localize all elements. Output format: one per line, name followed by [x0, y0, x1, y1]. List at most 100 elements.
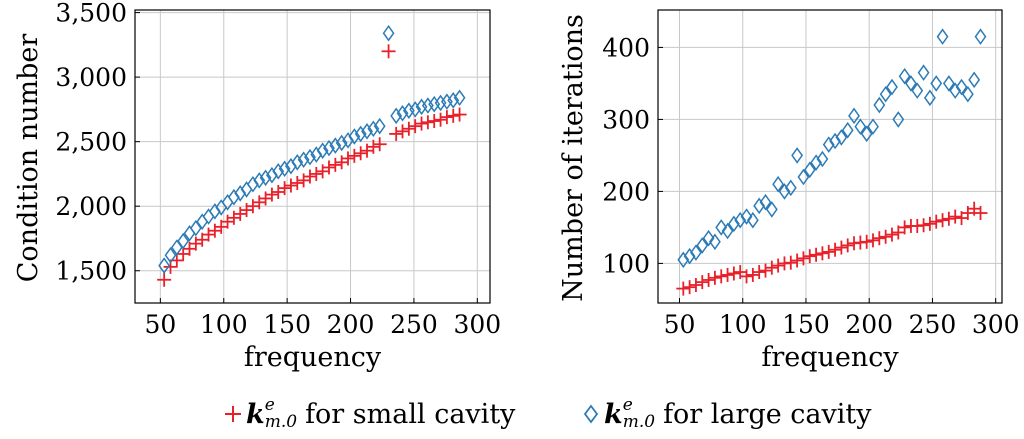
- x-tick-label-2: 150: [782, 310, 830, 339]
- point-small-12: [752, 265, 767, 280]
- point-small-19: [796, 251, 811, 266]
- point-large-23: [822, 136, 835, 153]
- point-large-44: [955, 78, 968, 96]
- point-small-24: [309, 166, 324, 181]
- point-small-16: [258, 191, 273, 206]
- point-small-32: [878, 229, 893, 244]
- point-small-34: [372, 137, 387, 152]
- point-large-7: [202, 208, 215, 225]
- point-small-35: [381, 44, 396, 59]
- point-small-4: [701, 272, 716, 287]
- point-small-30: [866, 233, 880, 248]
- point-large-1: [683, 247, 696, 265]
- plot-frame: [134, 9, 491, 304]
- x-tick-label-4: 250: [909, 310, 957, 339]
- legend-label-large: for large cavity: [663, 398, 872, 430]
- point-small-13: [758, 263, 773, 278]
- point-small-42: [941, 211, 956, 226]
- point-small-13: [239, 203, 254, 218]
- point-small-22: [296, 173, 311, 188]
- point-large-45: [447, 92, 460, 109]
- point-large-5: [189, 219, 202, 237]
- point-small-0: [676, 281, 691, 296]
- point-small-23: [821, 244, 836, 259]
- point-small-7: [720, 267, 735, 282]
- point-large-2: [690, 244, 702, 261]
- point-small-12: [233, 206, 248, 221]
- point-large-34: [373, 117, 386, 135]
- y-tick-label-1: 200: [602, 177, 650, 206]
- point-large-3: [696, 237, 709, 254]
- point-small-29: [341, 151, 355, 166]
- point-large-25: [316, 142, 329, 159]
- x-tick-label-2: 150: [263, 310, 311, 339]
- point-small-40: [929, 214, 944, 229]
- point-small-20: [283, 178, 298, 193]
- point-small-43: [948, 209, 963, 224]
- point-large-36: [905, 75, 917, 92]
- point-small-28: [334, 155, 349, 170]
- point-small-29: [859, 234, 874, 249]
- point-large-16: [259, 169, 272, 187]
- point-large-21: [291, 154, 304, 171]
- point-large-37: [396, 104, 409, 122]
- point-large-26: [323, 139, 335, 157]
- x-tick-label-3: 200: [327, 310, 375, 339]
- point-large-37: [911, 82, 924, 99]
- point-large-34: [892, 111, 905, 128]
- point-large-25: [835, 129, 848, 146]
- point-small-42: [427, 114, 442, 129]
- point-small-26: [321, 160, 336, 175]
- point-large-10: [740, 208, 753, 225]
- point-large-40: [930, 75, 943, 92]
- x-tick-label-3: 200: [845, 310, 893, 339]
- point-large-12: [753, 197, 766, 215]
- point-large-32: [361, 123, 373, 140]
- point-large-9: [734, 211, 747, 229]
- point-large-31: [873, 96, 886, 114]
- diamond-marker-icon: [583, 404, 599, 424]
- point-small-25: [315, 164, 330, 179]
- point-large-43: [434, 94, 447, 112]
- point-large-5: [708, 233, 721, 251]
- legend-subscript-2: m.0: [622, 412, 656, 432]
- point-large-15: [772, 175, 785, 193]
- point-small-1: [682, 280, 697, 295]
- x-tick-label-5: 300: [453, 310, 501, 339]
- point-small-31: [872, 231, 887, 246]
- point-large-7: [721, 222, 734, 240]
- point-large-46: [968, 71, 981, 89]
- legend-subscript: m.0: [264, 412, 298, 432]
- x-tick-label-0: 50: [144, 310, 176, 339]
- point-large-22: [297, 151, 310, 169]
- point-large-11: [746, 211, 759, 229]
- point-large-8: [727, 215, 740, 233]
- y-tick-label-1: 2,000: [55, 192, 127, 221]
- legend-superscript: e: [264, 395, 275, 415]
- point-small-11: [226, 210, 241, 225]
- point-large-18: [791, 147, 804, 164]
- point-small-38: [916, 218, 931, 233]
- point-small-43: [433, 112, 448, 127]
- point-large-47: [974, 28, 987, 45]
- point-small-39: [408, 119, 423, 134]
- point-small-18: [271, 184, 286, 199]
- point-small-23: [302, 169, 317, 184]
- point-small-46: [452, 107, 467, 122]
- point-large-6: [196, 213, 209, 230]
- point-small-27: [328, 157, 343, 172]
- point-small-15: [252, 195, 267, 210]
- point-large-45: [961, 85, 974, 103]
- point-large-17: [784, 179, 797, 197]
- point-large-6: [715, 219, 728, 236]
- point-small-6: [714, 269, 729, 284]
- point-large-20: [803, 161, 816, 179]
- point-large-2: [170, 239, 183, 256]
- point-large-19: [797, 168, 810, 186]
- point-large-28: [854, 118, 867, 135]
- point-large-44: [440, 93, 453, 110]
- y-tick-label-0: 1,500: [55, 257, 127, 286]
- point-small-33: [366, 139, 381, 154]
- point-large-32: [879, 85, 892, 103]
- point-large-43: [949, 82, 962, 99]
